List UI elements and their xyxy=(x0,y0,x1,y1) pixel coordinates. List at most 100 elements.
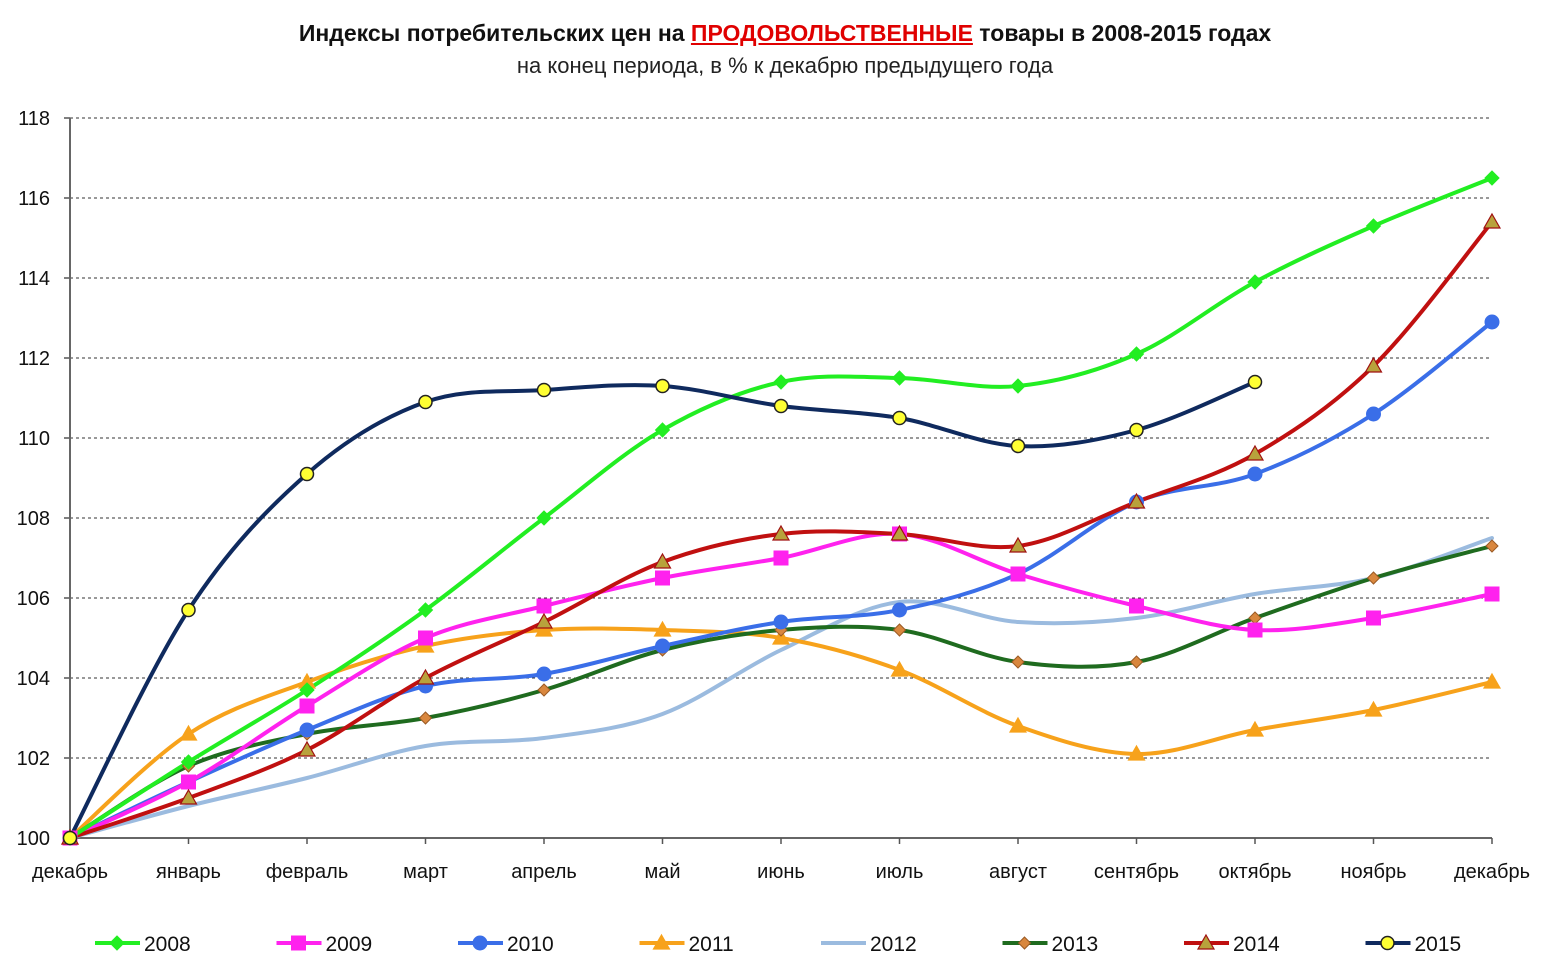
y-tick-label: 114 xyxy=(18,268,50,290)
point-2010 xyxy=(1247,466,1263,482)
point-2008 xyxy=(536,510,552,526)
legend-label-2013: 2013 xyxy=(1052,933,1099,956)
point-2010 xyxy=(773,614,789,630)
x-tick-label: май xyxy=(644,861,680,883)
series-lines xyxy=(68,176,1494,840)
point-2011 xyxy=(1008,716,1028,733)
point-2014 xyxy=(653,552,672,569)
chart-title: Индексы потребительских цен на ПРОДОВОЛЬ… xyxy=(0,20,1551,47)
point-2015 xyxy=(892,410,907,426)
point-2008 xyxy=(891,370,908,386)
point-2014 xyxy=(1482,212,1502,229)
legend-label-2010: 2010 xyxy=(507,933,554,956)
series-markers xyxy=(60,170,1502,846)
chart-title-block: Индексы потребительских цен на ПРОДОВОЛЬ… xyxy=(0,20,1551,79)
x-tick-label: декабрь xyxy=(1454,861,1530,883)
point-2009 xyxy=(181,774,196,790)
point-2011 xyxy=(179,724,198,741)
point-2010 xyxy=(299,722,315,738)
legend-label-2011: 2011 xyxy=(689,933,734,956)
point-2015 xyxy=(655,378,670,394)
point-2014 xyxy=(297,740,317,757)
x-tick-label: январь xyxy=(156,861,221,883)
point-2010 xyxy=(892,602,907,618)
point-2009 xyxy=(299,698,315,714)
y-tick-label: 108 xyxy=(17,508,50,530)
point-2013 xyxy=(892,623,907,637)
point-2009 xyxy=(1484,586,1500,602)
x-tick-label: ноябрь xyxy=(1341,861,1407,883)
legend-marker-2015 xyxy=(1380,935,1395,951)
point-2014 xyxy=(179,788,198,805)
point-2009 xyxy=(418,630,433,646)
series-line-2015 xyxy=(68,380,1257,840)
point-2015 xyxy=(181,602,196,618)
legend-label-2008: 2008 xyxy=(144,933,191,956)
point-2009 xyxy=(1366,610,1381,626)
legend: 2008 2009 2010 2011 2012 2013 2014 2015 xyxy=(95,933,1461,956)
x-tick-label: сентябрь xyxy=(1094,861,1179,883)
legend-marker-2014 xyxy=(1196,933,1216,950)
point-2010 xyxy=(1484,314,1500,330)
legend-label-2009: 2009 xyxy=(326,933,373,956)
point-2011 xyxy=(1127,744,1146,761)
chart-subtitle: на конец периода, в % к декабрю предыдущ… xyxy=(516,53,1054,78)
y-tick-label: 100 xyxy=(17,828,50,850)
x-tick-label: август xyxy=(989,861,1047,883)
x-tick-label: март xyxy=(403,861,448,883)
point-2009 xyxy=(536,598,552,614)
y-tick-label: 106 xyxy=(17,588,50,610)
point-2014 xyxy=(1008,536,1028,553)
point-2008 xyxy=(299,682,315,698)
point-2011 xyxy=(771,628,791,645)
point-2009 xyxy=(1010,566,1026,582)
x-tick-label: декабрь xyxy=(32,861,108,883)
point-2011 xyxy=(890,660,909,677)
axes: 100 102 104 106 108 110 112 114 116 118 декабрь янв… xyxy=(17,108,1530,883)
legend-label-2012: 2012 xyxy=(870,933,917,956)
point-2014 xyxy=(1245,444,1265,461)
point-2014 xyxy=(1364,356,1383,373)
y-tick-label: 102 xyxy=(17,748,50,770)
point-2013 xyxy=(1366,571,1381,585)
point-2014 xyxy=(534,612,554,629)
point-2010 xyxy=(655,638,670,654)
point-2015 xyxy=(536,382,552,398)
point-2008 xyxy=(180,754,197,770)
point-2015 xyxy=(1247,374,1263,390)
point-2008 xyxy=(1247,274,1263,290)
point-2015 xyxy=(1129,422,1144,438)
point-2008 xyxy=(773,374,789,390)
point-2015 xyxy=(418,394,433,410)
point-2014 xyxy=(416,668,435,685)
legend-label-2014: 2014 xyxy=(1233,933,1280,956)
legend-marker-2009 xyxy=(291,935,306,951)
point-2015 xyxy=(773,398,789,414)
point-2008 xyxy=(1010,378,1026,394)
x-tick-label: июль xyxy=(876,861,924,883)
point-2011 xyxy=(1245,720,1265,737)
point-2009 xyxy=(773,550,789,566)
x-tick-label: апрель xyxy=(511,861,577,883)
point-2013 xyxy=(418,711,433,725)
point-2013 xyxy=(537,683,551,697)
y-tick-label: 104 xyxy=(17,668,50,690)
point-2015 xyxy=(62,830,78,846)
point-2011 xyxy=(653,620,672,637)
x-tick-label: июнь xyxy=(757,861,805,883)
legend-marker-2013 xyxy=(1017,936,1032,950)
series-line-2011 xyxy=(68,626,1494,840)
series-line-2012 xyxy=(68,536,1494,840)
point-2009 xyxy=(1247,622,1263,638)
point-2011 xyxy=(1364,700,1383,717)
point-2008 xyxy=(654,422,671,438)
point-2011 xyxy=(534,620,554,637)
y-tick-label: 112 xyxy=(18,348,50,370)
point-2013 xyxy=(1248,611,1262,625)
y-tick-label: 110 xyxy=(18,428,50,450)
title-prefix: Индексы потребительских цен на xyxy=(298,20,691,46)
point-2013 xyxy=(1129,655,1144,669)
point-2009 xyxy=(1129,598,1144,614)
point-2010 xyxy=(1366,406,1381,422)
y-tick-label: 118 xyxy=(18,108,50,130)
